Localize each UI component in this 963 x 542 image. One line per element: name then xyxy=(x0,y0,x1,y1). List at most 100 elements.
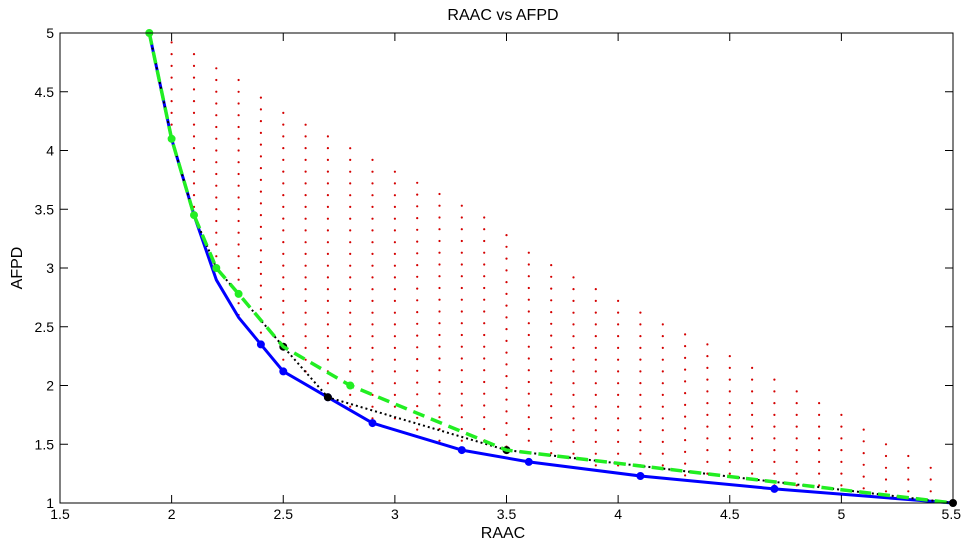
scatter-point xyxy=(550,369,553,372)
scatter-point xyxy=(661,393,664,396)
scatter-point xyxy=(550,440,553,443)
scatter-point xyxy=(684,403,687,406)
scatter-point xyxy=(304,358,307,361)
scatter-point xyxy=(416,311,419,314)
x-axis-title: RAAC xyxy=(481,525,525,542)
scatter-point xyxy=(505,410,508,413)
scatter-point xyxy=(304,217,307,220)
scatter-point xyxy=(304,147,307,150)
scatter-point xyxy=(304,252,307,255)
scatter-point xyxy=(572,346,575,349)
x-tick-label: 3.5 xyxy=(497,506,517,522)
scatter-point xyxy=(884,454,888,458)
scatter-point xyxy=(326,335,329,338)
scatter-point xyxy=(795,472,798,475)
scatter-point xyxy=(393,252,396,255)
scatter-point xyxy=(438,263,441,266)
scatter-point xyxy=(795,425,798,428)
scatter-point xyxy=(684,439,687,442)
scatter-point xyxy=(706,366,709,369)
scatter-point xyxy=(483,392,486,395)
scatter-point xyxy=(393,288,396,291)
scatter-point xyxy=(594,464,597,467)
scatter-point xyxy=(237,302,240,305)
scatter-point xyxy=(326,135,329,138)
scatter-point xyxy=(259,237,262,240)
scatter-point xyxy=(907,478,910,481)
scatter-point xyxy=(661,382,664,385)
scatter-point xyxy=(237,149,240,152)
scatter-point xyxy=(416,181,419,184)
scatter-point xyxy=(617,335,620,338)
scatter-point xyxy=(438,286,441,290)
scatter-point xyxy=(259,331,262,334)
scatter-point xyxy=(617,299,620,302)
x-tick-label: 5 xyxy=(837,506,845,522)
scatter-point xyxy=(728,425,731,428)
scatter-point xyxy=(282,170,285,173)
scatter-point xyxy=(282,111,285,114)
scatter-point xyxy=(527,251,530,254)
scatter-point xyxy=(728,449,731,452)
scatter-point xyxy=(416,264,419,267)
y-tick-label: 1.5 xyxy=(35,436,55,452)
scatter-point xyxy=(416,275,419,278)
scatter-point xyxy=(505,375,508,378)
scatter-point xyxy=(751,378,754,381)
scatter-point xyxy=(483,416,486,419)
scatter-point xyxy=(304,170,307,173)
scatter-point xyxy=(483,333,486,337)
scatter-point xyxy=(237,231,240,234)
scatter-point xyxy=(460,427,463,431)
scatter-point xyxy=(282,241,285,244)
scatter-point xyxy=(192,123,196,126)
scatter-point xyxy=(259,214,262,217)
scatter-point xyxy=(661,440,664,443)
scatter-point xyxy=(282,252,285,255)
scatter-point xyxy=(639,405,642,408)
series-2-marker xyxy=(323,393,332,402)
scatter-point xyxy=(170,111,173,114)
scatter-point xyxy=(661,429,664,432)
scatter-point xyxy=(349,241,352,244)
scatter-point xyxy=(416,428,419,431)
scatter-point xyxy=(639,393,642,396)
scatter-point xyxy=(639,429,642,432)
scatter-point xyxy=(326,217,329,220)
scatter-point xyxy=(326,299,329,302)
scatter-point xyxy=(460,404,463,407)
scatter-point xyxy=(416,405,419,408)
scatter-point xyxy=(661,323,664,326)
scatter-point xyxy=(527,286,530,290)
scatter-point xyxy=(483,310,486,313)
y-tick-label: 4.5 xyxy=(35,84,55,100)
scatter-point xyxy=(483,286,486,290)
scatter-point xyxy=(416,205,419,208)
scatter-point xyxy=(304,158,307,161)
scatter-point xyxy=(884,443,888,446)
scatter-point xyxy=(393,241,396,244)
scatter-point xyxy=(237,172,240,176)
scatter-point xyxy=(594,288,597,291)
scatter-point xyxy=(215,219,218,223)
scatter-point xyxy=(751,437,754,440)
scatter-point xyxy=(170,88,173,91)
scatter-point xyxy=(416,228,419,231)
scatter-point xyxy=(572,452,575,455)
scatter-point xyxy=(550,358,553,361)
scatter-point xyxy=(550,275,553,278)
scatter-point xyxy=(706,413,709,416)
chart-title: RAAC vs AFPD xyxy=(447,7,558,24)
scatter-point xyxy=(661,370,664,373)
scatter-point xyxy=(282,217,285,220)
scatter-point xyxy=(505,422,508,425)
y-tick-label: 5 xyxy=(46,25,54,41)
scatter-point xyxy=(282,147,285,150)
scatter-point xyxy=(393,311,396,314)
scatter-cloud xyxy=(170,41,932,493)
scatter-point xyxy=(460,251,463,254)
scatter-point xyxy=(326,252,329,255)
series-3-line xyxy=(147,32,954,505)
scatter-point xyxy=(259,249,262,252)
scatter-point xyxy=(728,402,731,405)
